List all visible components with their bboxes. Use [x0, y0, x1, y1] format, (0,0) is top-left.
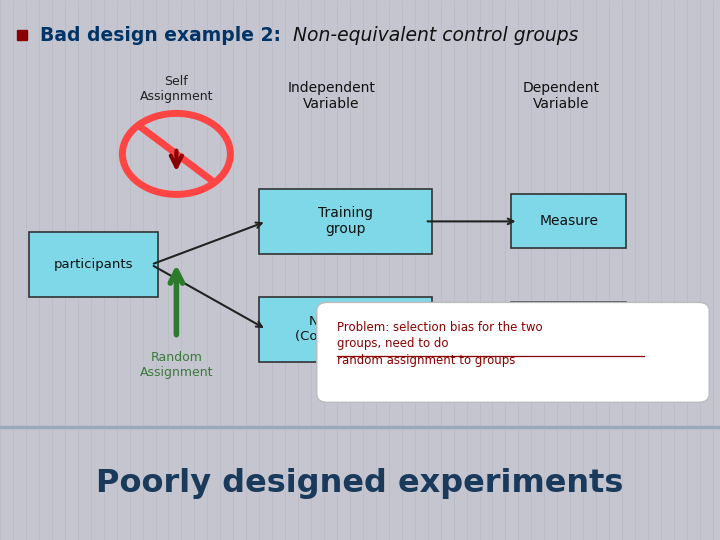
Text: Independent
Variable: Independent Variable: [287, 81, 375, 111]
Text: Self
Assignment: Self Assignment: [140, 75, 213, 103]
Text: random assignment to groups: random assignment to groups: [337, 354, 516, 367]
Text: Random
Assignment: Random Assignment: [140, 351, 213, 379]
FancyBboxPatch shape: [511, 194, 626, 248]
Text: Training
group: Training group: [318, 206, 373, 237]
Text: Measure: Measure: [539, 214, 598, 228]
FancyBboxPatch shape: [259, 189, 432, 254]
Text: groups, need to do: groups, need to do: [337, 338, 449, 350]
Text: Dependent
Variable: Dependent Variable: [523, 81, 600, 111]
FancyBboxPatch shape: [259, 297, 432, 362]
Text: No training
(Control) group: No training (Control) group: [294, 315, 397, 343]
FancyBboxPatch shape: [317, 302, 709, 402]
Text: participants: participants: [54, 258, 133, 271]
Text: Poorly designed experiments: Poorly designed experiments: [96, 468, 624, 499]
FancyBboxPatch shape: [0, 427, 720, 540]
Text: Non-equivalent control groups: Non-equivalent control groups: [293, 25, 578, 45]
Text: Problem: selection bias for the two: Problem: selection bias for the two: [337, 321, 543, 334]
Text: Measure: Measure: [539, 322, 598, 336]
FancyBboxPatch shape: [29, 232, 158, 297]
FancyBboxPatch shape: [0, 0, 720, 437]
FancyBboxPatch shape: [511, 302, 626, 356]
Text: Bad design example 2:: Bad design example 2:: [40, 25, 287, 45]
